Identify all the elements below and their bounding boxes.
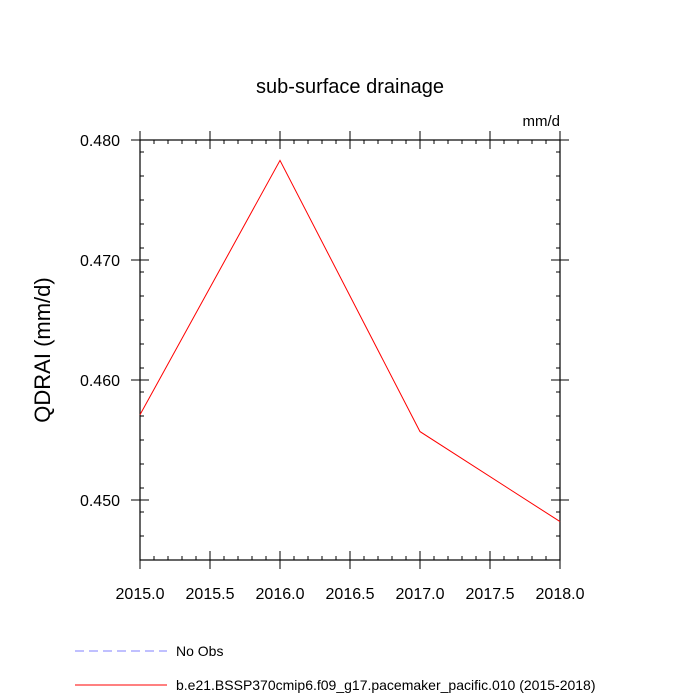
units-label: mm/d <box>523 113 561 130</box>
legend: No Obs b.e21.BSSP370cmip6.f09_g17.pacemak… <box>75 643 596 693</box>
y-axis-label: QDRAI (mm/d) <box>30 277 55 422</box>
x-tick-label: 2016.0 <box>256 586 305 603</box>
chart-title: sub-surface drainage <box>256 76 444 98</box>
x-tick-label: 2017.5 <box>466 586 515 603</box>
y-tick-label: 0.460 <box>80 373 120 390</box>
axis-tick-labels: 2015.0 2015.5 2016.0 2016.5 2017.0 2017.5 2018… <box>80 133 585 603</box>
legend-label-1: No Obs <box>176 643 223 659</box>
plot-frame <box>140 140 560 560</box>
y-tick-label: 0.450 <box>80 493 120 510</box>
y-tick-label: 0.470 <box>80 253 120 270</box>
axis-ticks <box>131 131 569 569</box>
y-tick-label: 0.480 <box>80 133 120 150</box>
x-tick-label: 2016.5 <box>326 586 375 603</box>
series-layer <box>140 160 560 521</box>
x-tick-label: 2018.0 <box>536 586 585 603</box>
legend-label-0: b.e21.BSSP370cmip6.f09_g17.pacemaker_pac… <box>176 677 596 693</box>
series-line-0 <box>140 160 560 521</box>
x-tick-label: 2015.0 <box>116 586 165 603</box>
x-tick-label: 2015.5 <box>186 586 235 603</box>
x-tick-label: 2017.0 <box>396 586 445 603</box>
